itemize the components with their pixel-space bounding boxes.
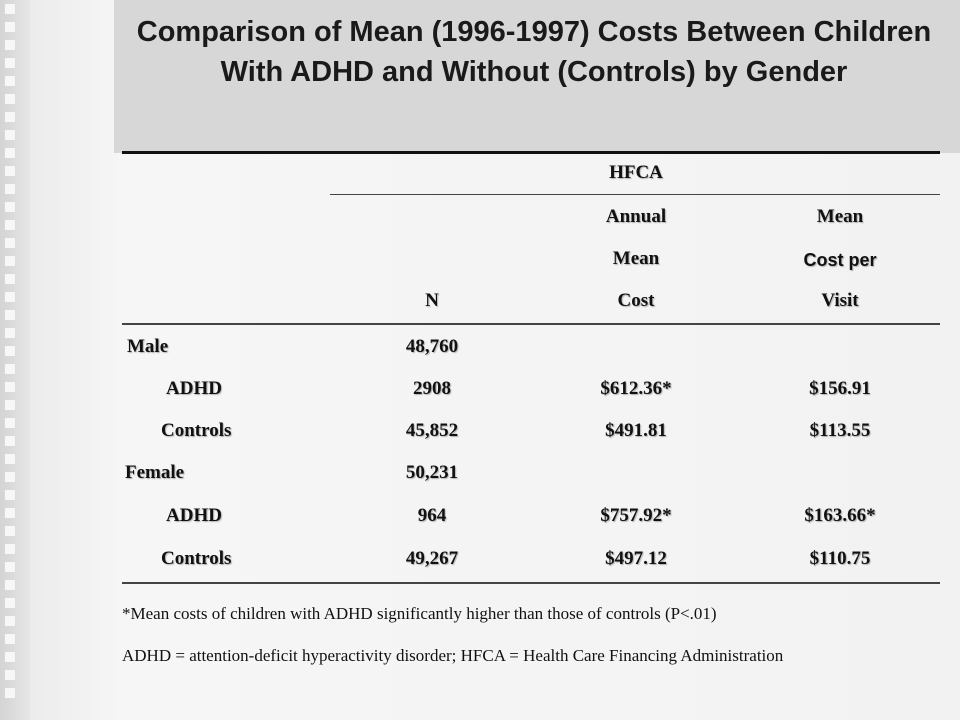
row-label-male: Male	[127, 336, 169, 357]
header-visit-line2: Cost per	[803, 250, 877, 270]
cell-annual-male-controls: $491.81	[605, 420, 667, 441]
header-annual-line2: Mean	[612, 248, 660, 269]
footnote-abbreviations: ADHD = attention-deficit hyperactivity d…	[122, 646, 784, 665]
row-label-female-adhd: ADHD	[166, 505, 222, 526]
header-annual-line3: Cost	[617, 290, 655, 311]
header-visit-line3: Visit	[821, 290, 859, 311]
row-label-male-controls: Controls	[161, 420, 232, 441]
table-bottom-rule	[122, 582, 940, 584]
cell-n-male: 48,760	[405, 336, 459, 357]
header-n: N	[425, 290, 439, 311]
table-top-rule	[122, 151, 940, 154]
cell-annual-male-adhd: $612.36*	[600, 378, 672, 399]
cell-n-female-adhd: 964	[417, 505, 447, 526]
cell-n-female: 50,231	[405, 462, 459, 483]
cell-n-female-controls: 49,267	[405, 548, 459, 569]
row-label-male-adhd: ADHD	[166, 378, 222, 399]
cell-visit-male-adhd: $156.91	[809, 378, 871, 399]
cell-visit-male-controls: $113.55	[809, 420, 871, 441]
header-bottom-rule	[122, 323, 940, 325]
footnote-significance: *Mean costs of children with ADHD signif…	[122, 604, 717, 623]
group-header-rule	[330, 194, 940, 195]
cell-annual-female-controls: $497.12	[605, 548, 667, 569]
group-header-hfca: HFCA	[609, 162, 663, 183]
cell-visit-female-controls: $110.75	[809, 548, 871, 569]
cell-n-male-adhd: 2908	[413, 378, 451, 399]
decorative-side-strip	[0, 0, 30, 720]
cell-visit-female-adhd: $163.66*	[804, 505, 876, 526]
header-annual-line1: Annual	[605, 206, 667, 227]
cell-annual-female-adhd: $757.92*	[600, 505, 672, 526]
row-label-female-controls: Controls	[161, 548, 232, 569]
slide-title: Comparison of Mean (1996-1997) Costs Bet…	[136, 16, 932, 88]
decorative-squares	[5, 4, 15, 706]
header-visit-line1: Mean	[816, 206, 864, 227]
cell-n-male-controls: 45,852	[405, 420, 459, 441]
row-label-female: Female	[125, 462, 185, 483]
title-band	[114, 0, 960, 153]
